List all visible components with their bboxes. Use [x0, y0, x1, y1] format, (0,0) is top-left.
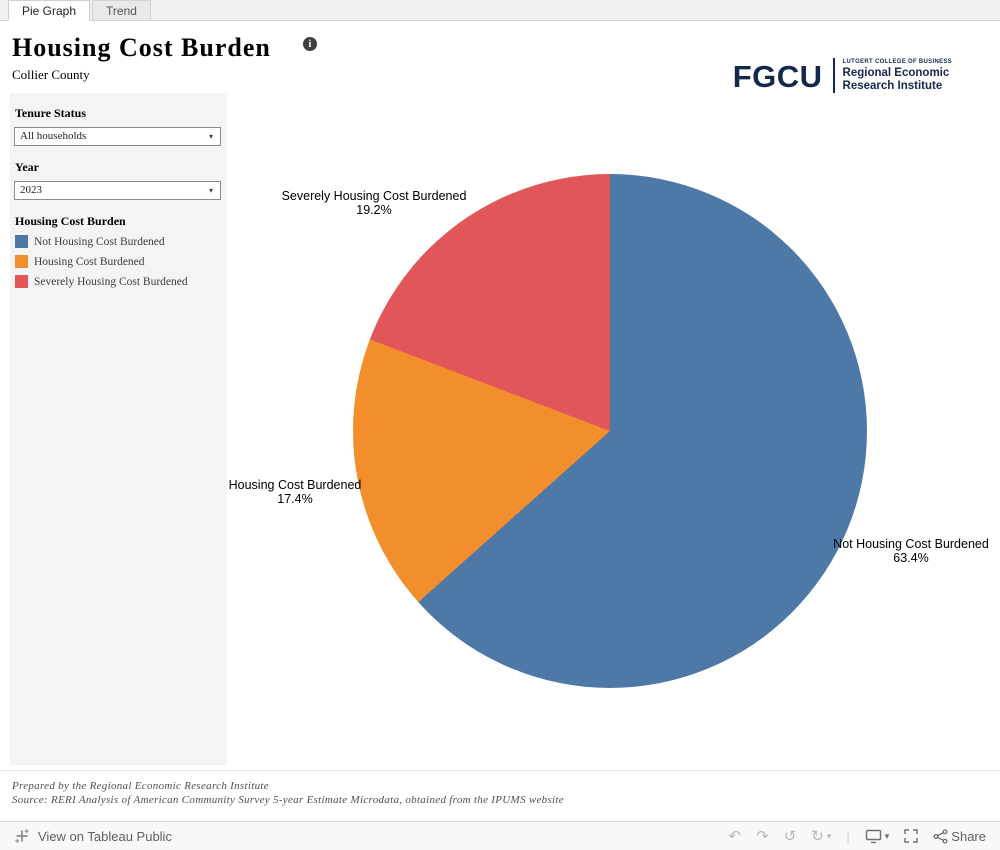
footer-source: Source: RERI Analysis of American Commun… [12, 794, 564, 806]
share-button-label: Share [951, 828, 986, 844]
slice-label-value: 63.4% [893, 551, 929, 565]
forward-icon: ↻ [811, 827, 824, 845]
filter-sidebar: Tenure Status All households ▾ Year 2023… [10, 93, 227, 765]
color-legend: Housing Cost Burden Not Housing Cost Bur… [14, 214, 222, 288]
slice-label-value: 19.2% [356, 203, 392, 217]
slice-label-not-burdened: Not Housing Cost Burdened 63.4% [811, 537, 1000, 565]
page-subtitle: Collier County [12, 67, 90, 82]
tab-pie-graph[interactable]: Pie Graph [8, 0, 91, 21]
fgcu-logo-institute-line2: Research Institute [842, 80, 943, 92]
legend-item-label: Housing Cost Burdened [34, 255, 145, 268]
legend-swatch [15, 275, 28, 288]
toolbar-separator: | [846, 828, 850, 844]
fgcu-logo-divider [832, 58, 835, 94]
slice-label-text: Severely Housing Cost Burdened [281, 189, 467, 203]
legend-item-label: Not Housing Cost Burdened [34, 235, 165, 248]
pie-chart-area: Severely Housing Cost Burdened 19.2% Hou… [227, 93, 990, 765]
info-icon[interactable]: i [302, 37, 317, 51]
footer-notes: Prepared by the Regional Economic Resear… [12, 779, 564, 807]
chevron-down-icon: ▾ [208, 132, 213, 141]
dashboard-bottom-divider [0, 770, 1000, 771]
slice-label-text: Housing Cost Burdened [228, 478, 362, 492]
chevron-down-icon: ▾ [826, 830, 832, 841]
tenure-status-dropdown[interactable]: All households ▾ [14, 127, 221, 146]
replay-speed-button[interactable]: ↻ ▾ [811, 829, 831, 844]
footer-prepared-by: Prepared by the Regional Economic Resear… [12, 780, 269, 792]
year-label: Year [15, 160, 39, 174]
display-icon [865, 829, 881, 843]
tenure-status-value: All households [20, 130, 87, 142]
fgcu-logo-college: LUTGERT COLLEGE OF BUSINESS [842, 58, 952, 65]
fgcu-logo: FGCU LUTGERT COLLEGE OF BUSINESS Regiona… [733, 58, 952, 94]
legend-title: Housing Cost Burden [15, 214, 126, 228]
pie-chart[interactable] [353, 174, 867, 688]
dashboard-header: Housing Cost Burden i Collier County FGC… [0, 21, 1000, 94]
fullscreen-button[interactable] [904, 829, 918, 843]
redo-icon[interactable]: ↷ [756, 827, 769, 845]
device-layout-button[interactable]: ▾ [865, 829, 890, 844]
tableau-logo-icon [15, 829, 29, 843]
undo-icon[interactable]: ↶ [728, 827, 742, 845]
page-title: Housing Cost Burden [12, 33, 271, 62]
year-value: 2023 [20, 184, 42, 196]
fgcu-logo-acronym: FGCU [732, 58, 823, 94]
fgcu-logo-institute-line1: Regional Economic [842, 66, 950, 79]
legend-item-severely-burdened[interactable]: Severely Housing Cost Burdened [15, 275, 222, 288]
slice-label-burdened: Housing Cost Burdened 17.4% [215, 478, 375, 506]
slice-label-text: Not Housing Cost Burdened [833, 537, 989, 551]
slice-label-severely-burdened: Severely Housing Cost Burdened 19.2% [254, 189, 494, 217]
view-on-tableau-public-link[interactable]: View on Tableau Public [14, 828, 172, 844]
chevron-down-icon: ▾ [884, 830, 890, 841]
sheet-tab-strip: Pie Graph Trend [0, 0, 1000, 21]
slice-label-value: 17.4% [277, 492, 313, 506]
chevron-down-icon: ▾ [208, 186, 213, 195]
tableau-toolbar: View on Tableau Public ↶ ↷ ↺ ↻ ▾ | ▾ [0, 821, 1000, 850]
view-on-tableau-public-label: View on Tableau Public [38, 828, 172, 844]
year-dropdown[interactable]: 2023 ▾ [14, 181, 221, 200]
legend-swatch [15, 235, 28, 248]
legend-item-burdened[interactable]: Housing Cost Burdened [15, 255, 222, 268]
share-icon [933, 828, 948, 844]
legend-item-not-burdened[interactable]: Not Housing Cost Burdened [15, 235, 222, 248]
tab-trend[interactable]: Trend [92, 0, 151, 21]
fullscreen-icon [904, 829, 918, 843]
tenure-status-label: Tenure Status [15, 106, 87, 120]
share-button[interactable]: Share [933, 829, 986, 844]
legend-item-label: Severely Housing Cost Burdened [34, 275, 188, 288]
replay-icon[interactable]: ↺ [783, 827, 797, 845]
legend-swatch [15, 255, 28, 268]
